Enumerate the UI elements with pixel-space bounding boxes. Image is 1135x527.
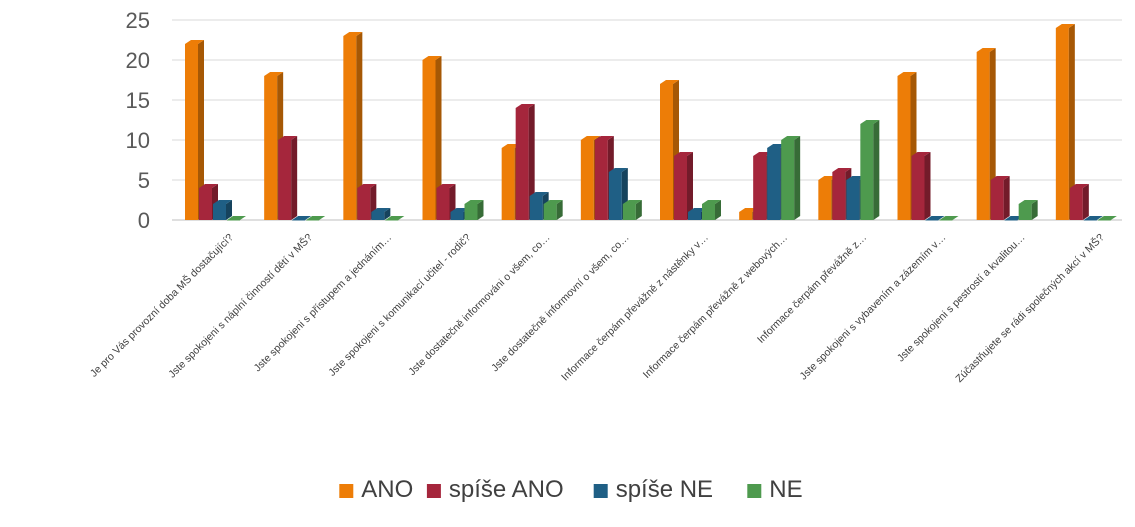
bar [1055, 24, 1075, 220]
bar [1083, 216, 1103, 221]
y-tick-label: 25 [126, 8, 150, 33]
x-tick-label: Je pro Vás provozní doba MŠ dostačující? [87, 231, 236, 380]
legend-item: ANO [339, 476, 413, 503]
bar-group [1055, 24, 1117, 221]
bar-group [660, 80, 721, 220]
bar [343, 32, 363, 220]
bar-group [185, 40, 246, 221]
bar [911, 152, 931, 220]
bar [860, 120, 880, 220]
bar [990, 176, 1010, 220]
legend-swatch [426, 484, 441, 498]
legend: ANO spíše ANO spíše NE NE [339, 476, 803, 503]
bar-group [580, 136, 642, 220]
bar [227, 216, 246, 221]
legend-item: spíše ANO [426, 476, 564, 503]
legend-swatch [747, 484, 762, 498]
bar-group [422, 56, 484, 220]
bar [543, 200, 563, 220]
y-tick-label: 15 [126, 88, 150, 113]
bar-group [739, 136, 801, 220]
bar [385, 216, 405, 221]
bar-group [501, 104, 563, 220]
legend-label: NE [769, 476, 802, 503]
y-tick-label: 10 [126, 128, 150, 153]
bar [622, 200, 642, 220]
bar [278, 136, 298, 220]
legend-item: spíše NE [593, 476, 713, 503]
bar [925, 216, 945, 221]
x-tick-label: Jste spokojeni s vybavením a zázemím v… [798, 232, 949, 383]
legend-swatch [339, 484, 354, 498]
bar [1018, 200, 1038, 220]
legend-label: spíše NE [616, 476, 713, 503]
bar [1069, 184, 1089, 220]
x-tick-label: Jste dostatečně informováni o všem, co… [406, 232, 552, 378]
bar [674, 152, 693, 220]
bar-group [343, 32, 405, 221]
bar-group [818, 120, 880, 220]
x-tick-label: Jste dostatečně informovní o všem, co… [489, 232, 632, 375]
bar [292, 216, 312, 221]
bar [371, 208, 391, 220]
x-axis-labels: Je pro Vás provozní doba MŠ dostačující?… [87, 231, 1107, 385]
bar [939, 216, 959, 221]
y-tick-label: 5 [138, 168, 150, 193]
x-tick-label: Jste spokojeni s náplní činností dětí v … [166, 231, 316, 381]
legend-label: ANO [361, 476, 413, 503]
bar-group [264, 72, 326, 221]
x-tick-label: Informace čerpám převážně z webových… [641, 232, 790, 381]
y-axis-ticks: 0 5 10 15 20 25 [126, 8, 150, 233]
bar-group [976, 48, 1038, 221]
gridlines [172, 19, 1122, 221]
bar [781, 136, 801, 220]
y-tick-label: 20 [126, 48, 150, 73]
legend-item: NE [747, 476, 803, 503]
bar [213, 200, 232, 220]
bar [702, 200, 721, 220]
bar [464, 200, 484, 220]
x-tick-label: Zúčastňujete se rádi společných akcí v M… [953, 231, 1107, 385]
legend-swatch [593, 484, 608, 498]
x-tick-label: Informace čerpám převážně z nástěnky v… [559, 232, 711, 384]
bar [185, 40, 204, 220]
bar [976, 48, 996, 220]
bar [1097, 216, 1117, 221]
legend-label: spíše ANO [449, 476, 564, 503]
bar [515, 104, 535, 220]
bar [422, 56, 442, 220]
bar [306, 216, 326, 221]
y-tick-label: 0 [138, 208, 150, 233]
bars [185, 24, 1117, 221]
bar-group [897, 72, 959, 221]
x-tick-label: Jste spokojeni s pestrostí a kvalitou… [895, 232, 1028, 365]
x-tick-label: Jste spokojeni s přístupem a jednáním… [252, 232, 395, 375]
x-tick-label: Jste spokojeni s komunikací učitel - rod… [326, 232, 473, 379]
